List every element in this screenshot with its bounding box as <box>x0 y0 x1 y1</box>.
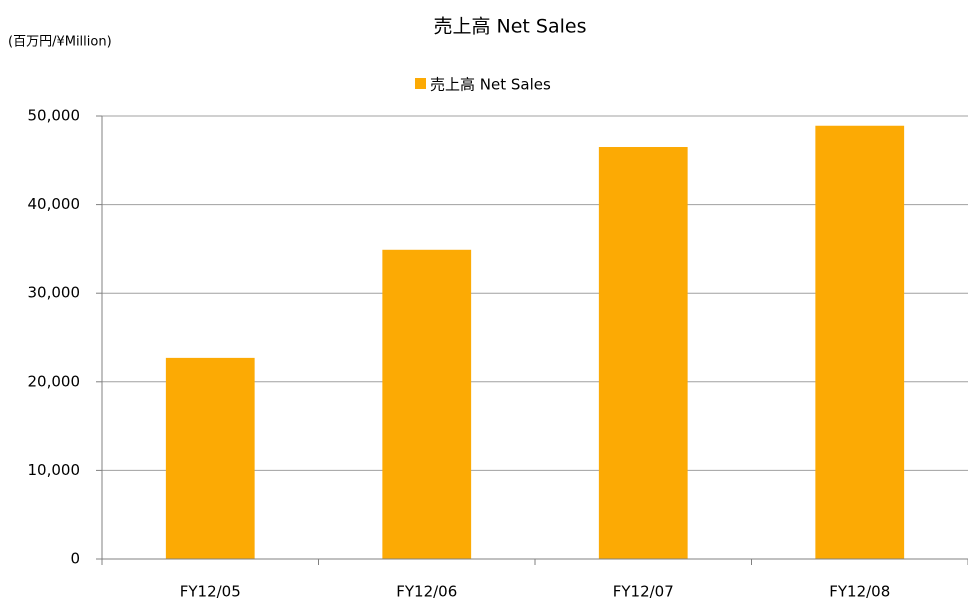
bar <box>815 125 905 559</box>
legend-swatch <box>415 78 426 89</box>
x-tick-label: FY12/07 <box>613 583 674 601</box>
y-tick-label: 50,000 <box>28 107 81 125</box>
y-tick-label: 40,000 <box>28 195 81 213</box>
y-tick-label: 0 <box>70 550 80 568</box>
legend-label: 売上高 Net Sales <box>430 76 551 94</box>
chart-title: 売上高 Net Sales <box>433 16 586 38</box>
x-tick-label: FY12/08 <box>829 583 890 601</box>
y-tick-label: 10,000 <box>28 461 81 479</box>
x-tick-label: FY12/06 <box>396 583 457 601</box>
y-tick-label: 20,000 <box>28 372 81 390</box>
bar <box>598 147 688 559</box>
y-tick-label: 30,000 <box>28 284 81 302</box>
bar <box>382 249 472 559</box>
x-tick-label: FY12/05 <box>180 583 241 601</box>
bar <box>165 357 255 559</box>
y-axis-label: (百万円/¥Million) <box>8 35 112 50</box>
